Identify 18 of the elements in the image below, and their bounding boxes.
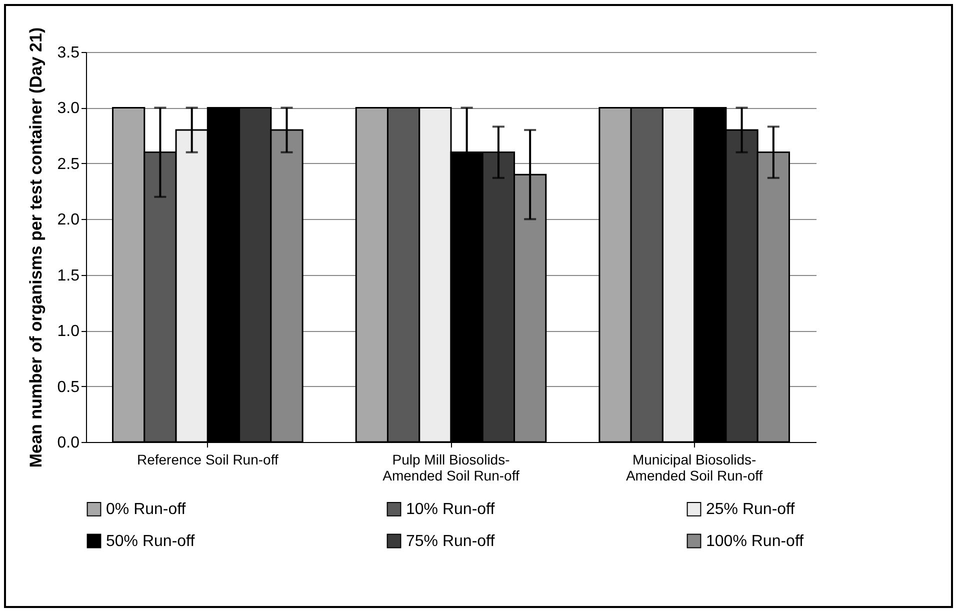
- legend-label: 50% Run-off: [106, 533, 196, 550]
- y-tick-label: 3.5: [57, 44, 80, 62]
- y-tick-label: 3.0: [57, 100, 80, 118]
- y-tick-label: 1.5: [57, 267, 80, 284]
- y-tick-label: 2.0: [57, 212, 80, 229]
- x-tick-label: Pulp Mill Biosolids-Amended Soil Run-off: [382, 452, 520, 484]
- y-tick-label: 0.0: [57, 434, 80, 452]
- y-tick-label: 2.5: [57, 156, 80, 173]
- y-tick-label: 0.5: [57, 378, 80, 396]
- x-tick-label: Reference Soil Run-off: [136, 452, 278, 468]
- legend-label: 100% Run-off: [706, 533, 804, 550]
- y-tick-label: 1.0: [57, 323, 80, 340]
- y-axis-title: Mean number of organisms per test container (Day 21): [26, 27, 46, 468]
- legend-label: 0% Run-off: [106, 501, 186, 518]
- legend-label: 10% Run-off: [406, 501, 496, 518]
- legend-label: 25% Run-off: [706, 501, 796, 518]
- x-tick-label: Municipal Biosolids-Amended Soil Run-off: [626, 452, 763, 484]
- legend-label: 75% Run-off: [406, 533, 496, 550]
